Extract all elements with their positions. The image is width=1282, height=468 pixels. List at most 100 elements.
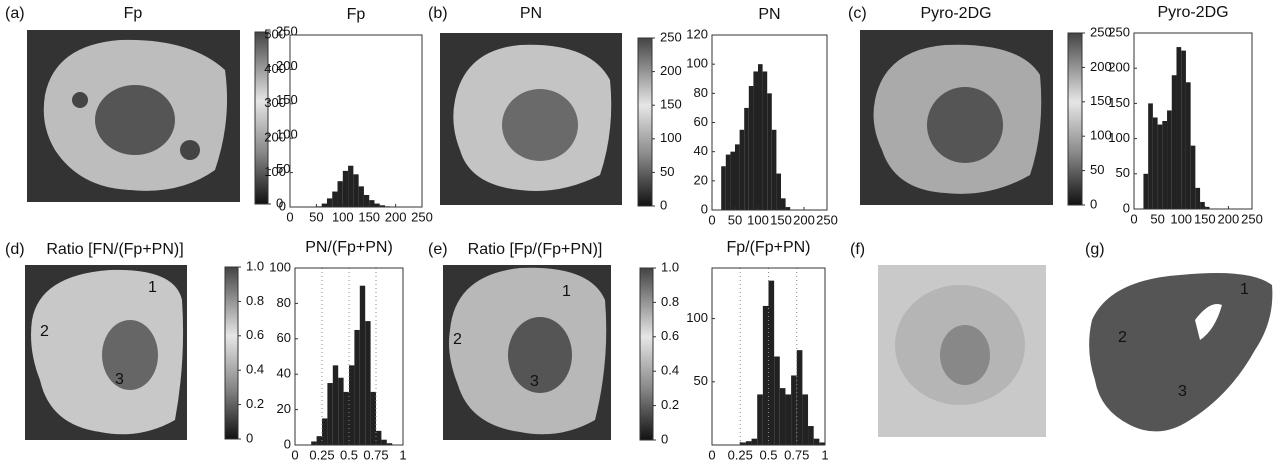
region-label: 3 <box>1178 383 1187 400</box>
panel-label: (b) <box>428 5 448 22</box>
histogram-bar <box>386 443 393 445</box>
colorbar-tick-label: 1.0 <box>246 258 264 273</box>
colorbar-tick-label: 0.6 <box>246 327 264 342</box>
x-tick-label: 50 <box>309 209 323 224</box>
histogram-bar <box>774 356 780 445</box>
histogram-bar <box>796 350 803 445</box>
histogram-bar <box>768 280 775 445</box>
histogram-bar <box>776 173 781 210</box>
image-d <box>25 265 187 440</box>
histogram-bar <box>348 165 354 207</box>
colorbar <box>224 266 239 440</box>
colorbar-tick-label: 0 <box>276 195 283 210</box>
colorbar-tick-label: 100 <box>660 130 682 145</box>
histogram-bar <box>1157 124 1163 209</box>
histogram-bar <box>725 154 731 210</box>
histogram-bar <box>1148 103 1153 209</box>
y-tick-label: 150 <box>1108 95 1130 110</box>
colorbar-tick-label: 0.2 <box>661 397 679 412</box>
histogram-bar <box>354 329 360 445</box>
histogram-bar <box>1181 50 1186 209</box>
image-title: Fp <box>124 5 143 22</box>
colorbar-tick-label: 0.4 <box>661 363 679 378</box>
histogram-title: Pyro-2DG <box>1157 4 1228 21</box>
x-tick-label: 0 <box>708 212 715 227</box>
region-label: 2 <box>40 323 49 340</box>
histogram-bar <box>721 166 726 210</box>
histogram-title: Fp <box>347 6 366 23</box>
y-tick-label: 500 <box>264 26 286 41</box>
panel-label: (f) <box>850 241 865 258</box>
histogram-bar <box>762 71 768 210</box>
image-b <box>440 33 622 205</box>
region-label: 2 <box>453 331 462 348</box>
y-tick-label: 100 <box>264 164 286 179</box>
y-tick-label: 250 <box>1108 24 1130 39</box>
histogram-bar <box>343 391 349 445</box>
region-label: 1 <box>562 283 571 300</box>
y-tick-label: 100 <box>686 56 708 71</box>
histogram-bar <box>369 200 375 207</box>
y-tick-label: 50 <box>694 373 708 388</box>
x-tick-label: 50 <box>1150 211 1164 226</box>
colorbar <box>637 37 653 207</box>
histogram-bar <box>758 64 763 211</box>
histogram-bar <box>757 394 763 445</box>
histogram-bar <box>353 174 359 207</box>
image-f <box>878 265 1046 437</box>
colorbar <box>1067 32 1083 206</box>
histogram-bar <box>381 439 387 445</box>
histogram-bar <box>785 394 792 445</box>
region-label: 2 <box>1118 329 1127 346</box>
colorbar-tick-label: 200 <box>1090 59 1112 74</box>
y-tick-label: 60 <box>694 114 708 129</box>
x-tick-label: 0.5 <box>340 447 358 462</box>
colorbar-tick-label: 250 <box>660 29 682 44</box>
y-tick-label: 300 <box>264 95 286 110</box>
colorbar-tick-label: 0.4 <box>246 362 264 377</box>
histogram-title: Fp/(Fp+PN) <box>726 239 810 256</box>
region-label: 1 <box>148 279 157 296</box>
histogram-bar <box>337 181 343 207</box>
histogram-bar <box>1167 110 1172 209</box>
colorbar-tick-label: 50 <box>660 164 674 179</box>
histogram-bar <box>326 198 333 207</box>
colorbar-tick-label: 1.0 <box>661 259 679 274</box>
y-tick-label: 0 <box>284 436 291 451</box>
histogram-bar <box>1204 206 1210 209</box>
histogram-bar <box>735 144 740 210</box>
colorbar-tick-label: 0 <box>660 197 667 212</box>
axes-frame <box>289 34 423 208</box>
colorbar-tick-label: 100 <box>1090 128 1112 143</box>
histogram-bar <box>1171 75 1177 210</box>
panel-label: (g) <box>1085 241 1105 258</box>
x-tick-label: 0.5 <box>759 447 777 462</box>
histogram-bar <box>316 436 322 445</box>
histogram-bar <box>327 383 333 445</box>
histogram-bar <box>1143 173 1149 209</box>
histogram-bar <box>311 441 317 445</box>
x-tick-label: 200 <box>1218 211 1240 226</box>
histogram-bar <box>342 170 349 207</box>
x-tick-label: 0.75 <box>784 447 809 462</box>
colorbar-tick-label: 0 <box>1090 196 1097 211</box>
x-tick-label: 0 <box>708 447 715 462</box>
x-tick-label: 0 <box>286 209 293 224</box>
x-tick-label: 1 <box>821 447 828 462</box>
x-tick-label: 0.75 <box>363 447 388 462</box>
image-e <box>443 265 611 440</box>
x-tick-label: 0.25 <box>309 447 334 462</box>
y-tick-label: 40 <box>277 366 291 381</box>
histogram-bar <box>1190 145 1196 209</box>
histogram-bar <box>359 285 366 445</box>
y-tick-label: 0 <box>701 201 708 216</box>
colorbar-tick-label: 200 <box>660 63 682 78</box>
histogram-bar <box>376 430 382 445</box>
histogram-bar <box>365 321 371 445</box>
x-tick-label: 1 <box>399 447 406 462</box>
image-title: Ratio [Fp/(Fp+PN)] <box>468 241 603 258</box>
y-tick-label: 200 <box>1108 60 1130 75</box>
histogram-bar <box>771 129 777 210</box>
y-tick-label: 120 <box>686 26 708 41</box>
y-tick-label: 20 <box>694 172 708 187</box>
